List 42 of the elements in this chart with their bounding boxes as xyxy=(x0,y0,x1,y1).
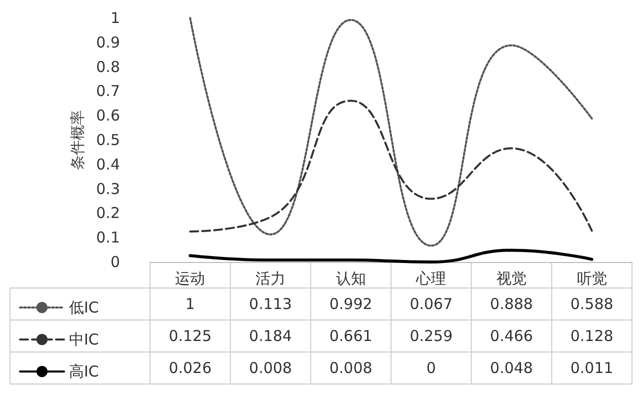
x-tick-label: 运动 xyxy=(175,270,206,288)
x-tick-label: 认知 xyxy=(336,270,366,288)
data-label: 0.661 xyxy=(329,327,372,345)
legend-label: 低IC xyxy=(69,298,99,316)
y-tick-label: 0.7 xyxy=(96,82,120,100)
y-tick-label: 1 xyxy=(110,9,120,27)
y-tick-label: 0.4 xyxy=(96,155,120,174)
y-tick-label: 0.3 xyxy=(96,180,120,198)
y-tick-label: 0.2 xyxy=(96,204,120,222)
x-tick-label: 活力 xyxy=(256,270,286,288)
y-axis-title: 条件概率 xyxy=(68,110,87,170)
data-label: 0.125 xyxy=(168,327,212,345)
line-series xyxy=(189,100,593,232)
line-series xyxy=(189,17,593,247)
data-label: 0.067 xyxy=(410,295,453,313)
data-label: 0.259 xyxy=(410,327,453,345)
legend-label: 高IC xyxy=(69,362,99,380)
data-label: 0.466 xyxy=(490,327,533,345)
data-label: 0.588 xyxy=(570,295,614,313)
data-label: 0.008 xyxy=(329,359,372,377)
data-label: 0.011 xyxy=(570,359,614,377)
y-tick-label: 0.1 xyxy=(96,228,120,247)
data-label: 0.184 xyxy=(249,327,292,345)
data-label: 1 xyxy=(185,295,195,313)
data-label: 0.888 xyxy=(490,295,533,313)
legend-label: 中IC xyxy=(69,330,99,348)
line-series xyxy=(188,248,594,264)
x-tick-label: 视觉 xyxy=(496,270,526,288)
data-label: 0.008 xyxy=(249,359,292,377)
y-tick-label: 0.5 xyxy=(96,131,120,149)
x-tick-label: 听觉 xyxy=(576,270,607,288)
data-label: 0.048 xyxy=(490,359,533,377)
data-label: 0.113 xyxy=(249,295,292,313)
y-tick-label: 0.6 xyxy=(96,106,120,125)
y-tick-label: 0.9 xyxy=(96,33,120,52)
data-label: 0 xyxy=(426,359,436,377)
y-tick-label: 0.8 xyxy=(96,58,120,76)
data-label: 0.128 xyxy=(570,327,614,345)
data-label: 0.026 xyxy=(168,359,212,377)
x-tick-label: 心理 xyxy=(415,270,446,288)
y-tick-label: 0 xyxy=(110,253,120,271)
data-label: 0.992 xyxy=(329,295,372,313)
